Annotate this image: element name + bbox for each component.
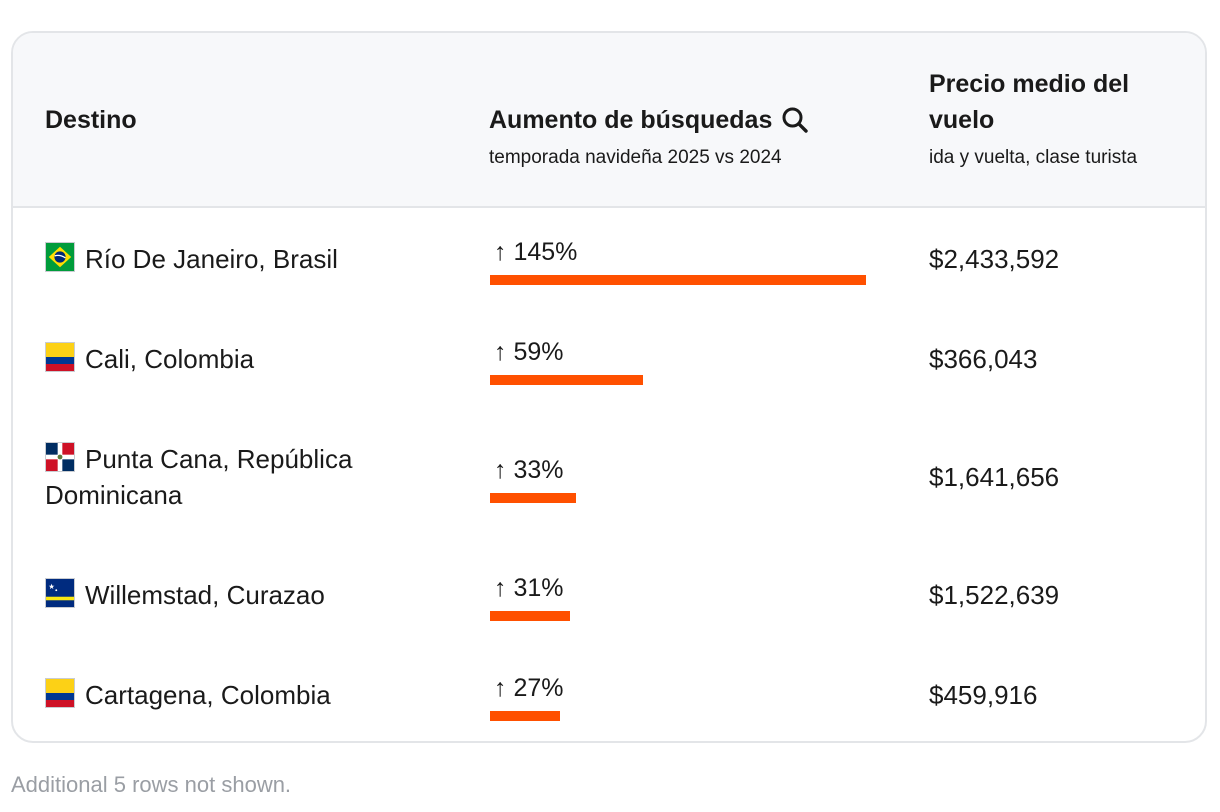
table-header: Destino Aumento de búsquedas temporada n…: [13, 33, 1205, 208]
brazil-flag-icon: [45, 242, 75, 272]
increase-bar: [490, 375, 643, 385]
search-icon: [780, 105, 810, 135]
destination-cell: Cali, Colombia: [45, 341, 435, 377]
increase-label: ↑ 59%: [494, 338, 564, 366]
destination-name: Punta Cana, República Dominicana: [45, 444, 353, 510]
column-header-precio: Precio medio del vuelo: [929, 70, 1130, 134]
price-cell: $1,641,656: [929, 462, 1060, 492]
destinations-table: Destino Aumento de búsquedas temporada n…: [11, 31, 1207, 743]
colombia-flag-icon: [45, 342, 75, 372]
column-header-destino: Destino: [45, 106, 137, 134]
destination-name: Cali, Colombia: [85, 344, 255, 374]
increase-bar: [490, 275, 866, 285]
column-header-aumento-label: Aumento de búsquedas: [489, 106, 773, 134]
increase-label: ↑ 31%: [494, 574, 564, 602]
destination-cell: Willemstad, Curazao: [45, 577, 435, 613]
column-subheader-precio: ida y vuelta, clase turista: [929, 147, 1138, 168]
column-subheader-aumento: temporada navideña 2025 vs 2024: [489, 147, 782, 168]
destination-name: Willemstad, Curazao: [85, 580, 325, 610]
increase-bar: [490, 611, 570, 621]
increase-label: ↑ 33%: [494, 456, 564, 484]
destination-cell: Cartagena, Colombia: [45, 677, 435, 713]
curacao-flag-icon: [45, 578, 75, 608]
price-cell: $2,433,592: [929, 244, 1060, 274]
destination-cell: Punta Cana, República Dominicana: [45, 441, 435, 513]
increase-label: ↑ 145%: [494, 238, 578, 266]
price-cell: $1,522,639: [929, 580, 1060, 610]
increase-bar: [490, 711, 560, 721]
colombia-flag-icon: [45, 678, 75, 708]
destination-name: Río De Janeiro, Brasil: [85, 244, 338, 274]
price-cell: $366,043: [929, 344, 1038, 374]
price-cell: $459,916: [929, 680, 1038, 710]
increase-bar: [490, 493, 576, 503]
increase-label: ↑ 27%: [494, 674, 564, 702]
rows-hidden-note: Additional 5 rows not shown.: [11, 772, 292, 797]
destination-name: Cartagena, Colombia: [85, 680, 331, 710]
column-header-aumento: Aumento de búsquedas: [489, 102, 810, 138]
dominican-republic-flag-icon: [45, 442, 75, 472]
destination-cell: Río De Janeiro, Brasil: [45, 241, 435, 277]
